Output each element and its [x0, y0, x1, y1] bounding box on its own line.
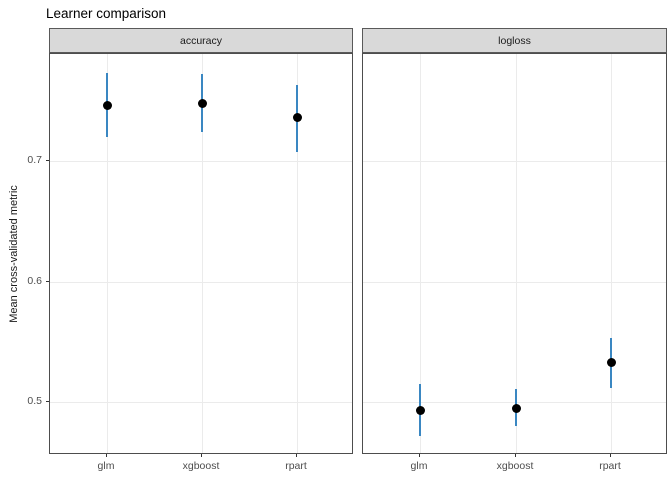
y-tick-label-0.6: 0.6: [27, 274, 42, 287]
x-tick-mark: [106, 454, 107, 457]
gridline-horizontal: [363, 281, 666, 283]
x-tick-label-xgboost: xgboost: [496, 460, 534, 472]
facet-strip-logloss: logloss: [362, 28, 667, 53]
gridline-vertical: [107, 54, 108, 453]
gridline-horizontal: [363, 161, 666, 163]
data-point-logloss-rpart: [606, 357, 616, 367]
data-point-logloss-xgboost: [511, 403, 521, 413]
y-tick-label-0.5: 0.5: [27, 395, 42, 407]
y-tick-label-0.7: 0.7: [27, 154, 42, 167]
facet-strip-label: accuracy: [179, 34, 222, 47]
data-point-accuracy-rpart: [292, 113, 302, 123]
x-tick-mark: [201, 454, 202, 457]
gridline-vertical: [516, 54, 517, 453]
gridline-horizontal: [363, 402, 666, 403]
x-tick-mark: [610, 454, 611, 457]
gridline-horizontal: [50, 402, 352, 403]
y-tick-mark: [46, 280, 49, 282]
x-tick-label-xgboost: xgboost: [182, 460, 220, 472]
data-point-accuracy-xgboost: [197, 98, 207, 108]
y-tick-mark: [46, 160, 49, 162]
facet-strip-label: logloss: [498, 34, 531, 47]
x-tick-mark: [515, 454, 516, 457]
chart-title: Learner comparison: [46, 6, 167, 21]
gridline-horizontal: [50, 281, 352, 283]
data-point-logloss-glm: [415, 405, 425, 415]
gridline-vertical: [420, 54, 421, 453]
gridline-horizontal: [50, 161, 352, 163]
gridline-vertical: [611, 54, 612, 453]
panel-accuracy: [49, 53, 353, 454]
x-tick-label-rpart: rpart: [285, 460, 307, 472]
panel-logloss: [362, 53, 667, 454]
x-tick-mark: [296, 454, 297, 457]
gridline-vertical: [202, 54, 203, 453]
facet-strip-accuracy: accuracy: [49, 28, 353, 53]
gridline-vertical: [297, 54, 298, 453]
data-point-accuracy-glm: [102, 101, 112, 111]
x-tick-label-rpart: rpart: [599, 460, 621, 472]
x-tick-mark: [419, 454, 420, 457]
x-tick-label-glm: glm: [97, 460, 115, 472]
y-tick-mark: [46, 401, 49, 402]
x-tick-label-glm: glm: [410, 460, 428, 472]
y-axis-title: Mean cross-validated metric: [8, 185, 20, 323]
